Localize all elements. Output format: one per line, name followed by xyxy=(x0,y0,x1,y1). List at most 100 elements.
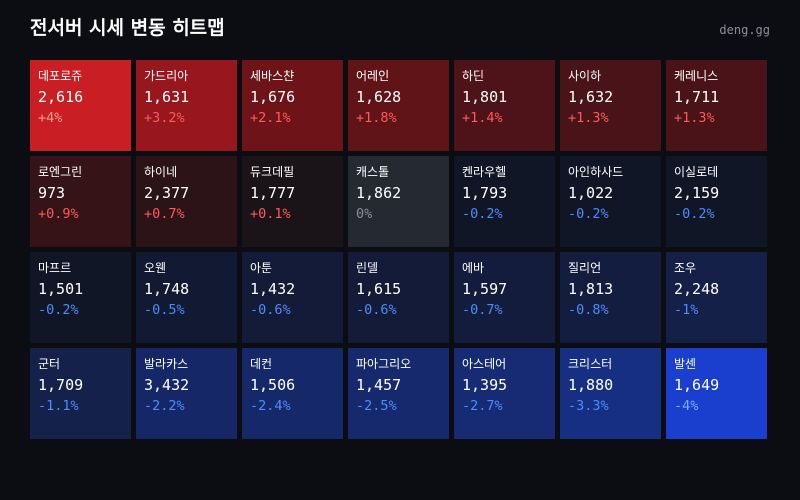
server-name: 가드리아 xyxy=(144,69,189,83)
server-price: 2,159 xyxy=(674,184,720,202)
server-cell[interactable]: 아인하사드 1,022 -0.2% xyxy=(560,156,661,247)
server-change: +3.2% xyxy=(144,110,185,126)
server-change: -2.4% xyxy=(250,398,291,414)
server-name: 린델 xyxy=(356,261,379,275)
server-price: 1,628 xyxy=(356,88,402,106)
server-cell[interactable]: 듀크데필 1,777 +0.1% xyxy=(242,156,343,247)
server-change: +1.8% xyxy=(356,110,397,126)
server-change: -0.2% xyxy=(38,302,79,318)
server-price: 3,432 xyxy=(144,376,190,394)
server-cell[interactable]: 조우 2,248 -1% xyxy=(666,252,767,343)
server-cell[interactable]: 하딘 1,801 +1.4% xyxy=(454,60,555,151)
server-price: 1,676 xyxy=(250,88,296,106)
server-change: +0.1% xyxy=(250,206,291,222)
server-change: +0.9% xyxy=(38,206,79,222)
site-label[interactable]: deng.gg xyxy=(719,23,770,37)
server-price: 1,432 xyxy=(250,280,296,298)
server-cell[interactable]: 케레니스 1,711 +1.3% xyxy=(666,60,767,151)
server-name: 아인하사드 xyxy=(568,165,624,179)
server-cell[interactable]: 에바 1,597 -0.7% xyxy=(454,252,555,343)
server-cell[interactable]: 발라카스 3,432 -2.2% xyxy=(136,348,237,439)
server-price: 1,793 xyxy=(462,184,508,202)
server-price: 1,748 xyxy=(144,280,190,298)
server-change: +1.3% xyxy=(674,110,715,126)
server-name: 크리스터 xyxy=(568,357,613,371)
server-name: 케레니스 xyxy=(674,69,719,83)
server-change: -2.7% xyxy=(462,398,503,414)
server-cell[interactable]: 가드리아 1,631 +3.2% xyxy=(136,60,237,151)
server-change: -0.7% xyxy=(462,302,503,318)
server-name: 질리언 xyxy=(568,261,602,275)
server-price: 2,616 xyxy=(38,88,84,106)
server-change: -2.2% xyxy=(144,398,185,414)
server-change: -2.5% xyxy=(356,398,397,414)
server-change: +1.4% xyxy=(462,110,503,126)
server-cell[interactable]: 아스테어 1,395 -2.7% xyxy=(454,348,555,439)
server-name: 발라카스 xyxy=(144,357,189,371)
server-change: -1.1% xyxy=(38,398,79,414)
server-price: 2,248 xyxy=(674,280,720,298)
server-price: 1,649 xyxy=(674,376,720,394)
server-change: +1.3% xyxy=(568,110,609,126)
server-price: 1,711 xyxy=(674,88,720,106)
server-change: -3.3% xyxy=(568,398,609,414)
server-change: +4% xyxy=(38,110,63,126)
server-change: -4% xyxy=(674,398,699,414)
server-cell[interactable]: 켄라우헬 1,793 -0.2% xyxy=(454,156,555,247)
server-name: 켄라우헬 xyxy=(462,165,507,179)
server-cell[interactable]: 이실로테 2,159 -0.2% xyxy=(666,156,767,247)
server-name: 발센 xyxy=(674,357,697,371)
server-cell[interactable]: 어레인 1,628 +1.8% xyxy=(348,60,449,151)
server-cell[interactable]: 데포로쥬 2,616 +4% xyxy=(30,60,131,151)
server-cell[interactable]: 아툰 1,432 -0.6% xyxy=(242,252,343,343)
server-name: 오웬 xyxy=(144,261,167,275)
server-change: +2.1% xyxy=(250,110,291,126)
server-cell[interactable]: 캐스톨 1,862 0% xyxy=(348,156,449,247)
server-cell[interactable]: 데컨 1,506 -2.4% xyxy=(242,348,343,439)
server-cell[interactable]: 파아그리오 1,457 -2.5% xyxy=(348,348,449,439)
server-name: 군터 xyxy=(38,357,61,371)
server-cell[interactable]: 마프르 1,501 -0.2% xyxy=(30,252,131,343)
server-price: 1,777 xyxy=(250,184,296,202)
server-price: 1,506 xyxy=(250,376,296,394)
server-name: 에바 xyxy=(462,261,485,275)
server-change: -1% xyxy=(674,302,699,318)
server-name: 세바스챤 xyxy=(250,69,295,83)
server-cell[interactable]: 질리언 1,813 -0.8% xyxy=(560,252,661,343)
server-name: 아스테어 xyxy=(462,357,507,371)
server-change: -0.5% xyxy=(144,302,185,318)
server-price: 1,395 xyxy=(462,376,508,394)
server-change: 0% xyxy=(356,206,373,222)
server-price: 1,631 xyxy=(144,88,190,106)
server-cell[interactable]: 크리스터 1,880 -3.3% xyxy=(560,348,661,439)
server-change: -0.2% xyxy=(568,206,609,222)
server-price: 1,615 xyxy=(356,280,402,298)
server-cell[interactable]: 린델 1,615 -0.6% xyxy=(348,252,449,343)
server-name: 이실로테 xyxy=(674,165,719,179)
server-name: 데포로쥬 xyxy=(38,69,83,83)
server-price: 1,632 xyxy=(568,88,614,106)
server-price: 1,880 xyxy=(568,376,614,394)
server-cell[interactable]: 하이네 2,377 +0.7% xyxy=(136,156,237,247)
server-change: -0.2% xyxy=(462,206,503,222)
server-price: 1,813 xyxy=(568,280,614,298)
server-cell[interactable]: 사이하 1,632 +1.3% xyxy=(560,60,661,151)
server-name: 사이하 xyxy=(568,69,602,83)
server-name: 캐스톨 xyxy=(356,165,390,179)
server-cell[interactable]: 로엔그린 973 +0.9% xyxy=(30,156,131,247)
server-cell[interactable]: 군터 1,709 -1.1% xyxy=(30,348,131,439)
server-price: 2,377 xyxy=(144,184,190,202)
server-name: 마프르 xyxy=(38,261,72,275)
server-price: 973 xyxy=(38,184,66,202)
page-title: 전서버 시세 변동 히트맵 xyxy=(30,17,225,39)
server-cell[interactable]: 발센 1,649 -4% xyxy=(666,348,767,439)
server-cell[interactable]: 세바스챤 1,676 +2.1% xyxy=(242,60,343,151)
server-change: -0.6% xyxy=(356,302,397,318)
server-name: 하이네 xyxy=(144,165,178,179)
server-change: -0.8% xyxy=(568,302,609,318)
server-name: 아툰 xyxy=(250,261,273,275)
server-name: 하딘 xyxy=(462,69,485,83)
server-cell[interactable]: 오웬 1,748 -0.5% xyxy=(136,252,237,343)
heatmap-grid: 데포로쥬 2,616 +4% 가드리아 1,631 +3.2% 세바스챤 1,676 +2.1%… xyxy=(30,60,770,440)
server-change: +0.7% xyxy=(144,206,185,222)
